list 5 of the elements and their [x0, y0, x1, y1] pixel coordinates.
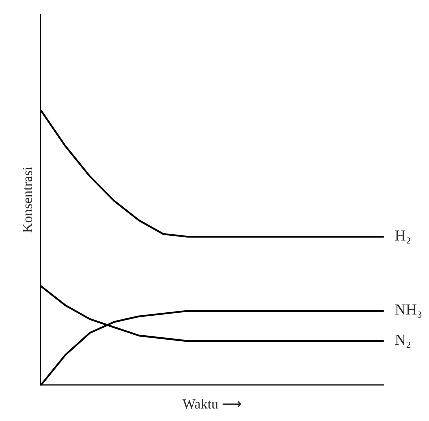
x-axis-title: Waktu ⟶ — [182, 399, 242, 409]
series-label: N₂ — [396, 334, 411, 348]
series-label: H₂ — [396, 230, 411, 244]
series-label: NH₃ — [396, 304, 422, 318]
y-axis-title: Konsentrasi — [23, 167, 32, 233]
